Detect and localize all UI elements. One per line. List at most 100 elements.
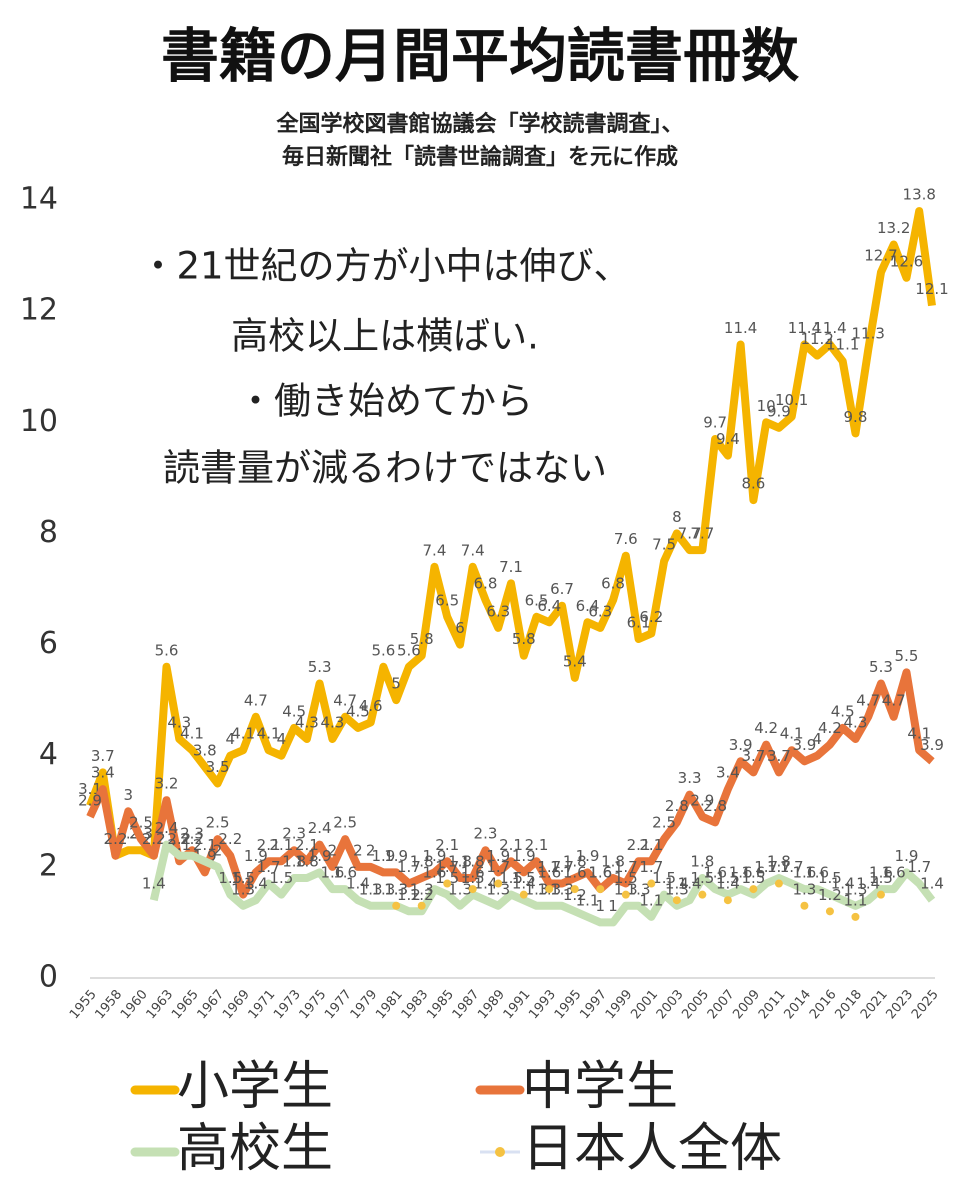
data-label: 5.4 [563, 652, 587, 670]
data-label: 1.8 [601, 852, 625, 870]
data-label: 6.2 [639, 608, 663, 626]
data-label: 2.4 [155, 819, 179, 837]
x-tick-label: 2003 [654, 987, 687, 1022]
data-label: 4.1 [257, 725, 281, 743]
data-label: 13.8 [903, 186, 936, 204]
x-tick-label: 2001 [628, 987, 661, 1022]
data-label: 1.8 [448, 852, 472, 870]
data-label: 3.4 [91, 764, 115, 782]
data-label: 3.8 [193, 741, 217, 759]
data-label: 1.5 [512, 869, 536, 887]
data-label: 2 [353, 841, 363, 859]
data-label: 1.3 [371, 880, 395, 898]
data-label: 1.6 [320, 864, 344, 882]
x-tick-label: 1967 [195, 987, 228, 1022]
data-label: 1.8 [767, 852, 791, 870]
data-label: 2.5 [206, 814, 230, 832]
x-tick-label: 2014 [781, 987, 814, 1022]
data-label: 1.3 [614, 880, 638, 898]
series-dot [621, 890, 630, 899]
data-label: 2.1 [627, 836, 651, 854]
data-label: 5.8 [410, 630, 434, 648]
data-label: 11.4 [788, 319, 821, 337]
x-tick-label: 1991 [501, 987, 534, 1022]
x-tick-label: 1977 [322, 987, 355, 1022]
data-label: 6.5 [435, 591, 459, 609]
data-label: 1.4 [346, 875, 370, 893]
data-label: 1.5 [218, 869, 242, 887]
data-label: 1.7 [397, 858, 421, 876]
data-label: 1.1 [576, 891, 600, 909]
data-label: 1.9 [486, 847, 510, 865]
data-label: 2.1 [257, 836, 281, 854]
data-label: 1.6 [423, 864, 447, 882]
data-label: 1.5 [461, 869, 485, 887]
data-label: 1.5 [269, 869, 293, 887]
y-tick-label: 2 [39, 848, 58, 883]
data-label: 1.1 [844, 891, 868, 909]
data-label: 6.7 [550, 580, 574, 598]
data-label: 9.8 [844, 408, 868, 426]
x-tick-label: 2025 [909, 987, 942, 1022]
data-label: 1.5 [435, 869, 459, 887]
data-label: 1.8 [295, 852, 319, 870]
data-label: 1.6 [882, 864, 906, 882]
data-label: 1.4 [920, 875, 944, 893]
data-label: 7.4 [423, 541, 447, 559]
data-label: 7.4 [461, 541, 485, 559]
data-label: 3.2 [155, 775, 179, 793]
data-label: 1.4 [665, 875, 689, 893]
data-label: 1.3 [627, 880, 651, 898]
data-label: 2.5 [652, 814, 676, 832]
data-label: 7.7 [678, 525, 702, 543]
data-label: 3.9 [792, 736, 816, 754]
data-label: 1.4 [678, 875, 702, 893]
data-label: 1.7 [780, 858, 804, 876]
data-label: 7.6 [614, 530, 638, 548]
x-tick-label: 1995 [552, 987, 585, 1022]
data-label: 2.2 [167, 830, 191, 848]
data-label: 1.9 [371, 847, 395, 865]
data-label: 5.6 [397, 641, 421, 659]
y-tick-label: 10 [20, 404, 58, 439]
x-tick-label: 2005 [679, 987, 712, 1022]
data-label: 3.7 [767, 747, 791, 765]
data-label: 1.7 [550, 858, 574, 876]
data-label: 1.8 [461, 852, 485, 870]
x-tick-label: 2009 [730, 987, 763, 1022]
data-label: 1.5 [869, 869, 893, 887]
data-label: 1.4 [474, 875, 498, 893]
subtitle: 全国学校図書館協議会「学校読書調査」、 [275, 111, 683, 137]
data-label: 1.7 [486, 858, 510, 876]
series-dot [876, 890, 885, 899]
y-tick-label: 14 [20, 182, 58, 217]
data-label: 1.8 [410, 852, 434, 870]
data-label: 4.7 [882, 691, 906, 709]
data-label: 1.8 [563, 852, 587, 870]
series-dot [672, 896, 681, 905]
data-label: 1.3 [525, 880, 549, 898]
data-label: 1.5 [499, 869, 523, 887]
data-label: 6.4 [537, 597, 561, 615]
x-tick-label: 1958 [92, 987, 125, 1022]
legend-label: 小学生 [177, 1057, 333, 1117]
x-tick-label: 1997 [577, 987, 610, 1022]
data-label: 1.6 [563, 864, 587, 882]
data-label: 1.5 [741, 869, 765, 887]
x-tick-label: 1965 [169, 987, 202, 1022]
data-label: 1.3 [486, 880, 510, 898]
data-label: 1.7 [767, 858, 791, 876]
data-label: 2 [366, 841, 376, 859]
data-label: 1.9 [512, 847, 536, 865]
data-label: 4.6 [359, 697, 383, 715]
data-label: 1.2 [818, 886, 842, 904]
x-tick-label: 1987 [450, 987, 483, 1022]
data-label: 6.8 [474, 575, 498, 593]
series-dot [494, 879, 503, 888]
data-label: 5.3 [869, 658, 893, 676]
x-tick-label: 2016 [807, 987, 840, 1022]
annotation: ・21世紀の方が小中は伸び、 [139, 245, 630, 288]
series-dot [570, 885, 579, 894]
data-label: 11.2 [800, 330, 833, 348]
annotation: 高校以上は横ばい. [231, 315, 539, 358]
